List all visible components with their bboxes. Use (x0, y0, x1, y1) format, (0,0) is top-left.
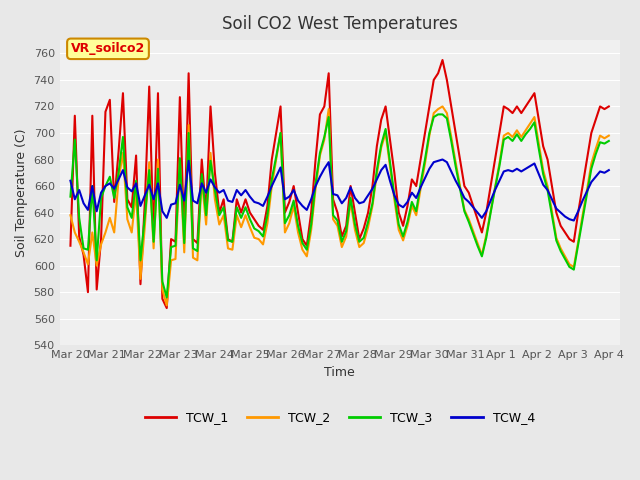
TCW_2 (605, 133, 612, 139)
TCW_1 (307, 210, 315, 216)
TCW_4 (224, 198, 232, 204)
TCW_4 (167, 202, 175, 207)
TCW_2 (381, 130, 389, 136)
Line: TCW_2: TCW_2 (70, 107, 609, 305)
TCW_3 (228, 239, 236, 245)
TCW_1 (67, 243, 74, 249)
TCW_4 (71, 196, 79, 202)
Line: TCW_3: TCW_3 (70, 114, 609, 298)
TCW_2 (163, 302, 171, 308)
TCW_4 (303, 207, 310, 213)
TCW_3 (71, 137, 79, 143)
TCW_2 (172, 256, 179, 262)
TCW_3 (172, 243, 179, 249)
TCW_3 (102, 183, 109, 189)
TCW_3 (163, 295, 171, 300)
TCW_3 (605, 138, 612, 144)
TCW_1 (163, 305, 171, 311)
TCW_4 (102, 183, 109, 189)
Line: TCW_1: TCW_1 (70, 60, 609, 308)
TCW_2 (438, 104, 446, 109)
TCW_1 (605, 104, 612, 109)
Line: TCW_4: TCW_4 (70, 159, 609, 220)
TCW_4 (438, 156, 446, 162)
TCW_2 (71, 229, 79, 235)
TCW_2 (307, 227, 315, 233)
TCW_1 (172, 239, 179, 245)
TCW_3 (381, 126, 389, 132)
X-axis label: Time: Time (324, 366, 355, 379)
TCW_3 (435, 111, 442, 117)
Y-axis label: Soil Temperature (C): Soil Temperature (C) (15, 129, 28, 257)
TCW_3 (67, 194, 74, 200)
TCW_4 (67, 178, 74, 184)
TCW_4 (605, 167, 612, 173)
TCW_2 (102, 229, 109, 235)
TCW_2 (67, 212, 74, 218)
TCW_1 (228, 239, 236, 245)
TCW_1 (438, 57, 446, 63)
TCW_2 (228, 247, 236, 252)
TCW_1 (381, 104, 389, 109)
Title: Soil CO2 West Temperatures: Soil CO2 West Temperatures (221, 15, 458, 33)
TCW_4 (378, 167, 385, 173)
TCW_4 (570, 217, 578, 223)
Legend: TCW_1, TCW_2, TCW_3, TCW_4: TCW_1, TCW_2, TCW_3, TCW_4 (140, 407, 540, 430)
Text: VR_soilco2: VR_soilco2 (71, 42, 145, 55)
TCW_3 (307, 222, 315, 228)
TCW_1 (71, 113, 79, 119)
TCW_1 (102, 109, 109, 115)
